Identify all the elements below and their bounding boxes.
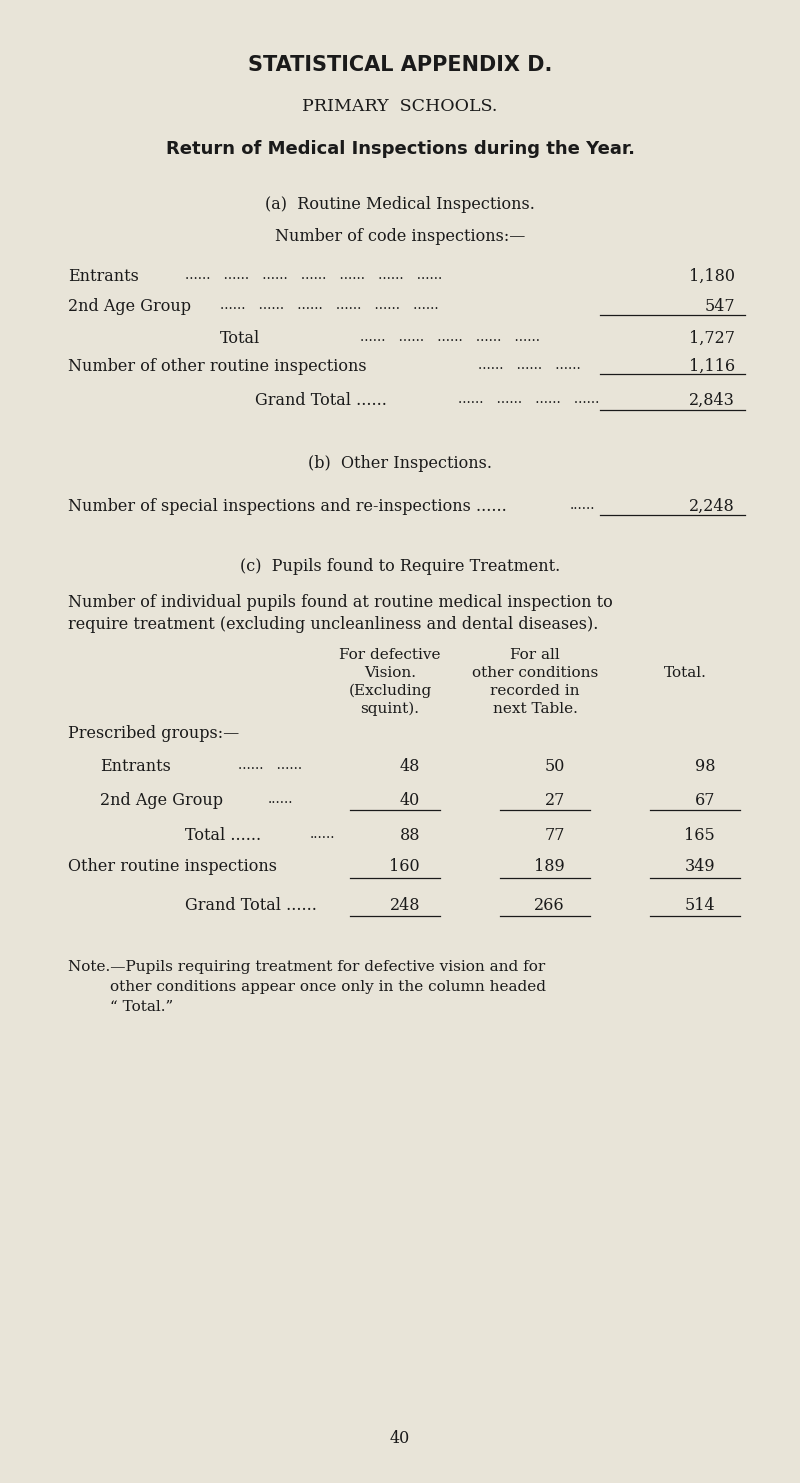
Text: ......: ...... bbox=[268, 792, 294, 805]
Text: 165: 165 bbox=[684, 828, 715, 844]
Text: 189: 189 bbox=[534, 859, 565, 875]
Text: 27: 27 bbox=[545, 792, 565, 810]
Text: Entrants: Entrants bbox=[100, 758, 171, 776]
Text: 160: 160 bbox=[390, 859, 420, 875]
Text: 98: 98 bbox=[694, 758, 715, 776]
Text: ......   ......   ......: ...... ...... ...... bbox=[478, 357, 581, 372]
Text: (a)  Routine Medical Inspections.: (a) Routine Medical Inspections. bbox=[265, 196, 535, 214]
Text: 266: 266 bbox=[534, 897, 565, 914]
Text: Grand Total ......: Grand Total ...... bbox=[185, 897, 317, 914]
Text: Number of individual pupils found at routine medical inspection to: Number of individual pupils found at rou… bbox=[68, 595, 613, 611]
Text: Vision.: Vision. bbox=[364, 666, 416, 681]
Text: Other routine inspections: Other routine inspections bbox=[68, 859, 277, 875]
Text: next Table.: next Table. bbox=[493, 701, 578, 716]
Text: other conditions appear once only in the column headed: other conditions appear once only in the… bbox=[110, 980, 546, 994]
Text: 50: 50 bbox=[545, 758, 565, 776]
Text: For defective: For defective bbox=[339, 648, 441, 661]
Text: 2nd Age Group: 2nd Age Group bbox=[100, 792, 223, 810]
Text: Number of special inspections and re-inspections ......: Number of special inspections and re-ins… bbox=[68, 498, 506, 515]
Text: “ Total.”: “ Total.” bbox=[110, 1000, 174, 1014]
Text: Total.: Total. bbox=[663, 666, 706, 681]
Text: 2,248: 2,248 bbox=[690, 498, 735, 515]
Text: 48: 48 bbox=[400, 758, 420, 776]
Text: Return of Medical Inspections during the Year.: Return of Medical Inspections during the… bbox=[166, 139, 634, 159]
Text: 2nd Age Group: 2nd Age Group bbox=[68, 298, 191, 314]
Text: 2,843: 2,843 bbox=[689, 392, 735, 409]
Text: 1,727: 1,727 bbox=[689, 331, 735, 347]
Text: For all: For all bbox=[510, 648, 560, 661]
Text: 547: 547 bbox=[704, 298, 735, 314]
Text: (c)  Pupils found to Require Treatment.: (c) Pupils found to Require Treatment. bbox=[240, 558, 560, 575]
Text: 77: 77 bbox=[545, 828, 565, 844]
Text: 67: 67 bbox=[694, 792, 715, 810]
Text: ......: ...... bbox=[310, 828, 335, 841]
Text: 514: 514 bbox=[684, 897, 715, 914]
Text: Grand Total ......: Grand Total ...... bbox=[255, 392, 387, 409]
Text: other conditions: other conditions bbox=[472, 666, 598, 681]
Text: Total ......: Total ...... bbox=[185, 828, 261, 844]
Text: 40: 40 bbox=[400, 792, 420, 810]
Text: (b)  Other Inspections.: (b) Other Inspections. bbox=[308, 455, 492, 472]
Text: ......   ......: ...... ...... bbox=[238, 758, 302, 773]
Text: STATISTICAL APPENDIX D.: STATISTICAL APPENDIX D. bbox=[248, 55, 552, 76]
Text: 349: 349 bbox=[684, 859, 715, 875]
Text: squint).: squint). bbox=[361, 701, 419, 716]
Text: ......   ......   ......   ......   ......: ...... ...... ...... ...... ...... bbox=[360, 331, 540, 344]
Text: 1,116: 1,116 bbox=[689, 357, 735, 375]
Text: 88: 88 bbox=[399, 828, 420, 844]
Text: Note.—Pupils requiring treatment for defective vision and for: Note.—Pupils requiring treatment for def… bbox=[68, 960, 546, 974]
Text: ......: ...... bbox=[570, 498, 595, 512]
Text: require treatment (excluding uncleanliness and dental diseases).: require treatment (excluding uncleanline… bbox=[68, 615, 598, 633]
Text: ......   ......   ......   ......: ...... ...... ...... ...... bbox=[458, 392, 599, 406]
Text: ......   ......   ......   ......   ......   ......: ...... ...... ...... ...... ...... .....… bbox=[220, 298, 438, 311]
Text: (Excluding: (Excluding bbox=[348, 684, 432, 698]
Text: 40: 40 bbox=[390, 1430, 410, 1447]
Text: Number of code inspections:—: Number of code inspections:— bbox=[275, 228, 525, 245]
Text: recorded in: recorded in bbox=[490, 684, 580, 698]
Text: Total: Total bbox=[220, 331, 260, 347]
Text: Prescribed groups:—: Prescribed groups:— bbox=[68, 725, 239, 742]
Text: Number of other routine inspections: Number of other routine inspections bbox=[68, 357, 366, 375]
Text: PRIMARY  SCHOOLS.: PRIMARY SCHOOLS. bbox=[302, 98, 498, 116]
Text: Entrants: Entrants bbox=[68, 268, 139, 285]
Text: 248: 248 bbox=[390, 897, 420, 914]
Text: 1,180: 1,180 bbox=[689, 268, 735, 285]
Text: ......   ......   ......   ......   ......   ......   ......: ...... ...... ...... ...... ...... .....… bbox=[185, 268, 442, 282]
